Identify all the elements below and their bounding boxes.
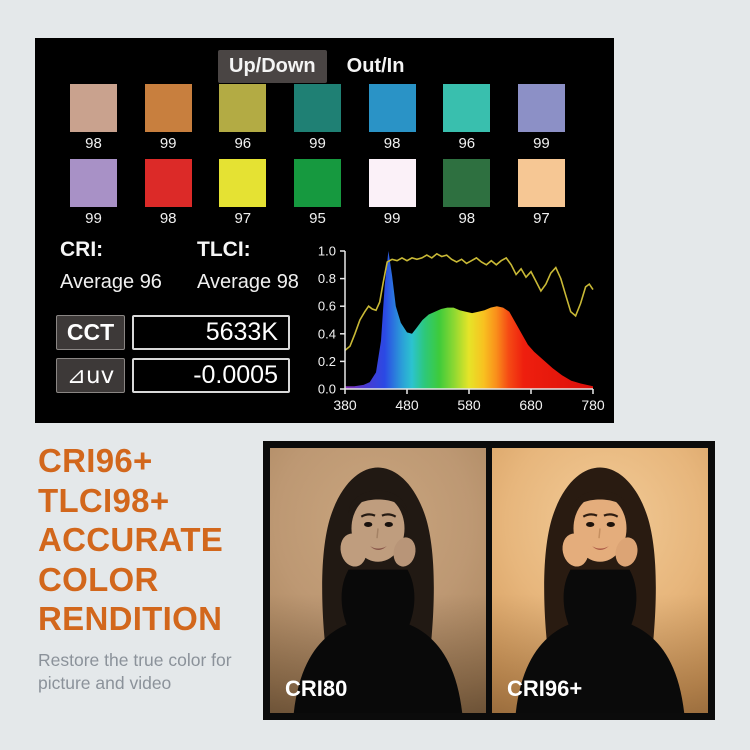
tab-out-in[interactable]: Out/In <box>346 55 405 77</box>
swatch-cell: 96 <box>219 84 267 153</box>
swatch-cell: 98 <box>144 159 192 228</box>
swatch-cell: 96 <box>443 84 491 153</box>
photo-cri80: CRI80 <box>270 448 486 713</box>
swatch-cell: 99 <box>368 159 416 228</box>
tab-bar: Up/Down Out/In <box>218 50 415 83</box>
swatch-row: 98 99 96 99 98 96 99 <box>70 84 565 153</box>
swatch-score: 98 <box>383 135 401 152</box>
cri-average: Average 96 <box>60 271 162 293</box>
x-tick-label: 680 <box>519 397 543 413</box>
y-tick-label: 0.6 <box>318 299 336 314</box>
color-swatch <box>144 84 192 132</box>
y-tick-label: 0.0 <box>318 382 336 397</box>
cri-label: CRI: <box>60 238 104 261</box>
swatch-cell: 98 <box>443 159 491 228</box>
swatch-score: 97 <box>533 210 550 227</box>
photo-label-cri80: CRI80 <box>285 676 348 701</box>
color-swatch <box>443 159 491 207</box>
color-swatch <box>517 159 565 207</box>
axis-ticks: 0.0 0.2 0.4 0.6 0.8 1.0 380 480 580 680 780 <box>318 244 605 414</box>
x-tick-label: 580 <box>457 397 481 413</box>
swatch-row: 99 98 97 95 99 98 97 <box>70 159 565 228</box>
metrics-block: CRI: Average 96 TLCI: Average 98 <box>60 238 334 294</box>
cct-label: CCT <box>56 315 125 350</box>
swatch-score: 99 <box>85 210 102 227</box>
color-swatch <box>144 159 192 207</box>
duv-value: -0.0005 <box>132 358 290 393</box>
color-swatch <box>443 84 491 132</box>
subtitle-line: Restore the true color for <box>38 649 232 670</box>
swatch-score: 99 <box>159 135 177 152</box>
color-swatch <box>219 84 267 132</box>
photo-cri96: CRI96+ <box>492 448 708 713</box>
light-meter-panel: Up/Down Out/In 98 99 96 99 98 96 99 99 98 97 95 99 9… <box>35 38 614 423</box>
swatch-score: 96 <box>458 135 476 152</box>
swatch-cell: 97 <box>517 159 565 228</box>
color-swatch <box>368 84 416 132</box>
x-tick-label: 480 <box>395 397 419 413</box>
cct-row: CCT 5633K <box>56 315 290 350</box>
x-tick-label: 780 <box>581 397 605 413</box>
duv-row: ⊿uv -0.0005 <box>56 358 290 393</box>
subtitle: Restore the true color for picture and v… <box>38 649 232 696</box>
y-tick-label: 0.8 <box>318 271 336 286</box>
headline-line: ACCURATE <box>38 521 224 558</box>
rendering-index-line <box>344 252 594 352</box>
swatch-cell: 99 <box>70 159 117 228</box>
tlci-metric: TLCI: Average 98 <box>197 238 334 294</box>
duv-label: ⊿uv <box>56 358 125 393</box>
portrait-illustration <box>293 467 463 713</box>
color-swatch <box>293 84 341 132</box>
x-tick-label: 380 <box>333 397 357 413</box>
color-swatch <box>368 159 416 207</box>
y-tick-label: 0.2 <box>318 354 336 369</box>
color-swatch <box>70 159 117 207</box>
swatch-score: 98 <box>159 210 177 227</box>
swatch-score: 95 <box>309 210 326 227</box>
portrait-illustration <box>514 466 686 713</box>
swatch-score: 97 <box>234 210 252 227</box>
cri-metric: CRI: Average 96 <box>60 238 197 294</box>
headline-line: TLCI98+ <box>38 481 170 519</box>
swatch-cell: 95 <box>293 159 341 228</box>
y-tick-label: 0.4 <box>318 326 336 341</box>
color-swatch <box>219 159 267 207</box>
cct-value: 5633K <box>132 315 290 350</box>
spd-curve <box>345 251 593 389</box>
photo-label-cri96: CRI96+ <box>507 676 583 701</box>
promo-text: CRI96+ TLCI98+ ACCURATE COLOR RENDITION … <box>38 441 232 696</box>
swatch-cell: 98 <box>70 84 117 153</box>
swatch-score: 99 <box>383 210 401 227</box>
tlci-average: Average 98 <box>197 271 299 293</box>
color-swatch <box>293 159 341 207</box>
headline-line: RENDITION <box>38 600 223 637</box>
swatch-cell: 99 <box>144 84 192 153</box>
comparison-photos: CRI80 CRI96+ <box>263 441 715 720</box>
color-swatch <box>517 84 565 132</box>
tab-up-down[interactable]: Up/Down <box>218 50 327 83</box>
swatch-cell: 97 <box>219 159 267 228</box>
swatch-score: 98 <box>458 210 476 227</box>
swatch-cell: 99 <box>293 84 341 153</box>
swatch-cell: 98 <box>368 84 416 153</box>
subtitle-line: picture and video <box>38 673 172 693</box>
swatch-score: 98 <box>85 135 102 152</box>
swatch-score: 99 <box>309 135 326 152</box>
headline-line: CRI96+ <box>38 442 153 479</box>
headline: CRI96+ TLCI98+ ACCURATE COLOR RENDITION <box>38 441 232 639</box>
headline-line: COLOR <box>38 560 159 598</box>
tlci-label: TLCI: <box>197 238 251 261</box>
swatch-grid: 98 99 96 99 98 96 99 99 98 97 95 99 98 97 <box>70 84 565 234</box>
swatch-cell: 99 <box>517 84 565 153</box>
color-swatch <box>70 84 117 132</box>
spectrum-chart: 0.0 0.2 0.4 0.6 0.8 1.0 380 480 580 680 780 <box>318 244 605 414</box>
swatch-score: 96 <box>234 135 252 152</box>
y-tick-label: 1.0 <box>318 244 336 259</box>
swatch-score: 99 <box>533 135 550 152</box>
